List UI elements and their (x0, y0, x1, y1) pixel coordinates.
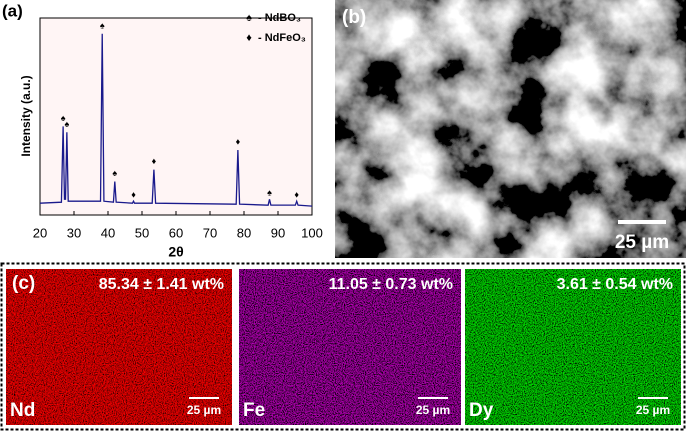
scale-label: 25 µm (636, 403, 670, 417)
scale-label: 25 µm (416, 403, 450, 417)
panel-label: (b) (342, 7, 366, 28)
panel-frame (0, 262, 686, 431)
composition: 3.61 ± 0.54 wt% (557, 276, 673, 293)
x-tick-label: 20 (33, 225, 47, 240)
x-tick-label: 100 (301, 225, 323, 240)
x-tick-label: 40 (101, 225, 115, 240)
legend-label: - NdFeO₃ (258, 32, 306, 44)
composition: 11.05 ± 0.73 wt% (329, 276, 453, 293)
element-label: Nd (10, 400, 35, 421)
sem-image: (b) 25 µm (335, 0, 686, 258)
xrd-pattern (39, 33, 313, 207)
peak-marker: ♠ (61, 113, 66, 123)
xrd-plot: 20 30 40 50 60 70 80 90 100♠♠♠♠♠♠ - NdBO₃♦♦♦♦♦ - N… (33, 12, 323, 241)
x-tick-label: 90 (271, 225, 285, 240)
scale-label: 25 µm (615, 232, 669, 253)
plot-area (39, 17, 313, 216)
peak-marker: ♠ (100, 20, 105, 30)
panel-label: (a) (2, 1, 23, 20)
eds-maps: 85.34 ± 1.41 wt% Nd 25 µm 11.05 ± 0.73 wt% F… (6, 269, 681, 425)
peak-marker: ♦ (236, 136, 241, 146)
x-axis-label: 2θ (168, 244, 183, 260)
element-label: Fe (243, 400, 265, 421)
element-label: Dy (469, 400, 494, 421)
x-tick-label: 70 (203, 225, 217, 240)
peak-marker: ♦ (294, 190, 299, 200)
peak-marker: ♠ (112, 168, 117, 178)
scale-label: 25 µm (187, 403, 221, 417)
peak-marker: ♦ (152, 156, 157, 166)
composition: 85.34 ± 1.41 wt% (99, 276, 224, 293)
x-tick-label: 50 (135, 225, 149, 240)
peak-marker: ♦ (131, 190, 136, 200)
x-tick-label: 60 (169, 225, 183, 240)
legend-symbol: ♠ (246, 12, 252, 24)
legend-label: - NdBO₃ (258, 12, 301, 24)
x-tick-label: 80 (237, 225, 251, 240)
peak-marker: ♠ (267, 188, 272, 198)
x-tick-label: 30 (67, 225, 81, 240)
panel-label: (c) (12, 273, 35, 294)
legend-symbol: ♦ (246, 32, 252, 44)
y-axis-label: Intensity (a.u.) (19, 75, 33, 156)
peak-marker: ♠ (64, 119, 69, 129)
